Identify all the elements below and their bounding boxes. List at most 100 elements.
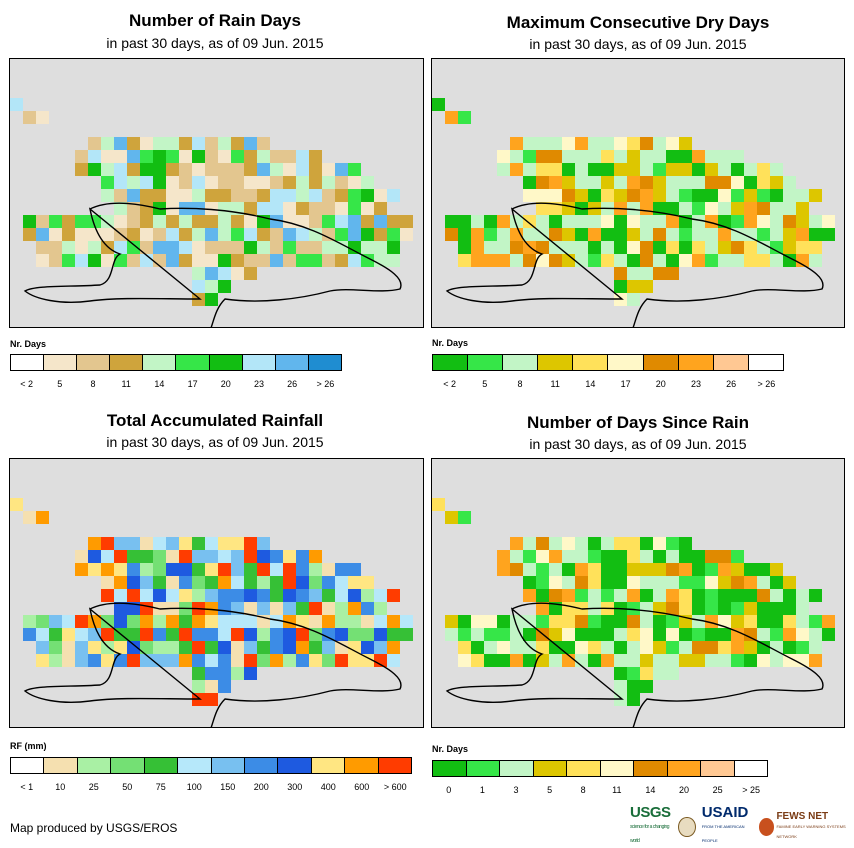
map-grid-cell [627,280,640,293]
map-grid-cell [296,163,309,176]
map-grid-cell [205,293,218,306]
map-grid-cell [374,241,387,254]
map-grid-cell [549,176,562,189]
legend-total-rainfall [10,757,412,774]
map-grid-cell [640,550,653,563]
map-grid-cell [244,202,257,215]
map-grid-cell [140,150,153,163]
map-grid-cell [809,254,822,267]
map-grid-cell [523,537,536,550]
map-grid-cell [523,628,536,641]
map-grid-cell [348,563,361,576]
map-grid-cell [562,641,575,654]
map-grid-cell [484,628,497,641]
map-grid-cell [458,628,471,641]
map-grid-cell [796,641,809,654]
map-grid-cell [114,589,127,602]
map-grid-cell [166,254,179,267]
map-grid-cell [562,602,575,615]
map-grid-cell [601,654,614,667]
map-grid-cell [796,254,809,267]
legend-swatch [468,355,504,370]
map-grid-cell [679,576,692,589]
map-grid-cell [692,576,705,589]
map-grid-cell [127,202,140,215]
map-grid-cell [36,228,49,241]
map-rain-days[interactable] [9,58,424,328]
map-grid-cell [205,150,218,163]
map-grid-cell [283,641,296,654]
map-grid-cell [205,241,218,254]
map-grid-cell [114,215,127,228]
legend-swatch [567,761,601,776]
map-grid-cell [283,550,296,563]
map-grid-cell [471,628,484,641]
map-grid-cell [127,137,140,150]
map-grid-cell [179,537,192,550]
map-grid-cell [309,563,322,576]
map-grid-cell [166,654,179,667]
map-max-dry-days[interactable] [431,58,845,328]
map-grid-cell [296,576,309,589]
map-grid-cell [549,241,562,254]
map-grid-cell [62,241,75,254]
map-grid-cell [679,654,692,667]
map-grid-cell [627,628,640,641]
map-grid-cell [679,254,692,267]
map-grid-cell [101,550,114,563]
map-grid-cell [666,667,679,680]
map-grid-cell [601,615,614,628]
map-grid-cell [705,576,718,589]
map-grid-cell [601,641,614,654]
map-grid-cell [666,215,679,228]
map-grid-cell [575,150,588,163]
map-grid-cell [679,628,692,641]
map-grid-cell [179,137,192,150]
map-grid-cell [140,137,153,150]
map-grid-cell [718,202,731,215]
map-grid-cell [575,589,588,602]
map-grid-cell [731,628,744,641]
map-grid-cell [257,137,270,150]
map-grid-cell [75,254,88,267]
map-grid-cell [166,137,179,150]
map-grid-cell [231,589,244,602]
map-grid-cell [205,189,218,202]
map-grid-cell [348,589,361,602]
map-grid-cell [614,241,627,254]
map-total-rainfall[interactable] [9,458,424,728]
map-grid-cell [205,602,218,615]
map-grid-cell [731,163,744,176]
map-grid-cell [601,254,614,267]
map-grid-cell [510,550,523,563]
map-grid-cell [127,537,140,550]
map-grid-cell [387,628,400,641]
map-grid-cell [270,641,283,654]
map-grid-cell [179,176,192,189]
map-grid-cell [562,628,575,641]
map-grid-cell [309,176,322,189]
map-grid-cell [536,137,549,150]
map-days-since-rain[interactable] [431,458,845,728]
map-grid-cell [309,589,322,602]
map-grid-cell [770,176,783,189]
map-grid-cell [796,654,809,667]
map-grid-cell [361,176,374,189]
map-grid-cell [62,215,75,228]
map-grid-cell [140,615,153,628]
map-grid-cell [270,202,283,215]
map-grid-cell [796,189,809,202]
map-grid-cell [322,589,335,602]
map-grid-cell [445,511,458,524]
map-grid-cell [153,189,166,202]
map-grid-cell [809,189,822,202]
map-grid-cell [809,228,822,241]
fews-net-tagline: FAMINE EARLY WARNING SYSTEMS NETWORK [776,824,846,839]
map-grid-cell [588,254,601,267]
panel-subtitle-days-since-rain: in past 30 days, as of 09 Jun. 2015 [529,436,747,452]
legend-tick-label: 5 [57,379,63,389]
map-grid-cell [205,589,218,602]
map-grid-cell [731,615,744,628]
map-grid-cell [497,654,510,667]
map-grid-cell [335,163,348,176]
